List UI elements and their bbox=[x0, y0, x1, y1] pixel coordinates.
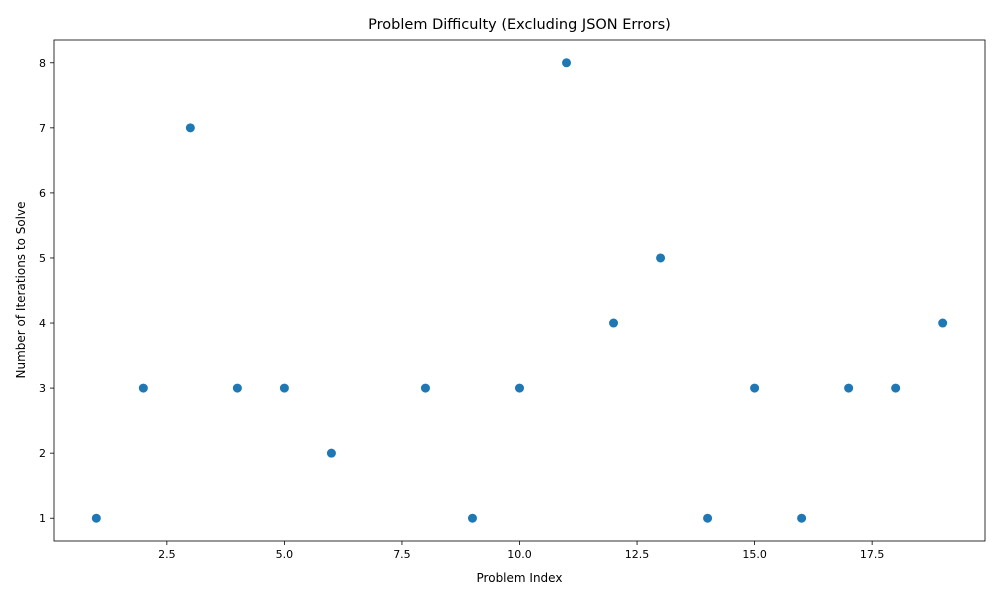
data-point bbox=[844, 383, 854, 393]
y-tick-label: 1 bbox=[39, 512, 46, 525]
y-tick-label: 4 bbox=[39, 317, 46, 330]
y-axis-ticks: 1 2 3 4 5 6 7 8 bbox=[39, 57, 54, 525]
data-point bbox=[138, 383, 148, 393]
data-point bbox=[750, 383, 760, 393]
data-point bbox=[420, 383, 430, 393]
x-axis-label: Problem Index bbox=[477, 571, 563, 585]
data-point bbox=[185, 123, 195, 133]
data-point bbox=[609, 318, 619, 328]
data-point bbox=[232, 383, 242, 393]
x-tick-label: 17.5 bbox=[860, 548, 885, 561]
data-point bbox=[797, 513, 807, 523]
x-tick-label: 12.5 bbox=[625, 548, 650, 561]
x-tick-label: 10.0 bbox=[507, 548, 532, 561]
y-tick-label: 3 bbox=[39, 382, 46, 395]
data-point bbox=[91, 513, 101, 523]
x-tick-label: 7.5 bbox=[393, 548, 411, 561]
x-tick-label: 5.0 bbox=[276, 548, 294, 561]
data-point bbox=[515, 383, 524, 393]
y-tick-label: 8 bbox=[39, 57, 46, 70]
plot-area bbox=[53, 39, 986, 542]
y-axis-label: Number of Iterations to Solve bbox=[14, 201, 28, 378]
data-point bbox=[656, 253, 666, 263]
data-point bbox=[703, 513, 713, 523]
y-tick-label: 7 bbox=[39, 122, 46, 135]
x-tick-label: 2.5 bbox=[158, 548, 176, 561]
y-tick-label: 6 bbox=[39, 187, 46, 200]
data-points bbox=[91, 58, 948, 523]
chart-title: Problem Difficulty (Excluding JSON Error… bbox=[368, 17, 671, 33]
plot-frame bbox=[53, 39, 986, 542]
data-point bbox=[562, 58, 572, 68]
data-point bbox=[891, 383, 901, 393]
y-tick-label: 2 bbox=[39, 447, 46, 460]
x-axis-ticks: 2.5 5.0 7.5 10.0 12.5 15.0 17.5 bbox=[158, 541, 884, 561]
data-point bbox=[279, 383, 289, 393]
y-tick-label: 5 bbox=[39, 252, 46, 265]
x-tick-label: 15.0 bbox=[742, 548, 767, 561]
data-point bbox=[938, 318, 948, 328]
data-point bbox=[467, 513, 477, 523]
data-point bbox=[326, 448, 336, 458]
